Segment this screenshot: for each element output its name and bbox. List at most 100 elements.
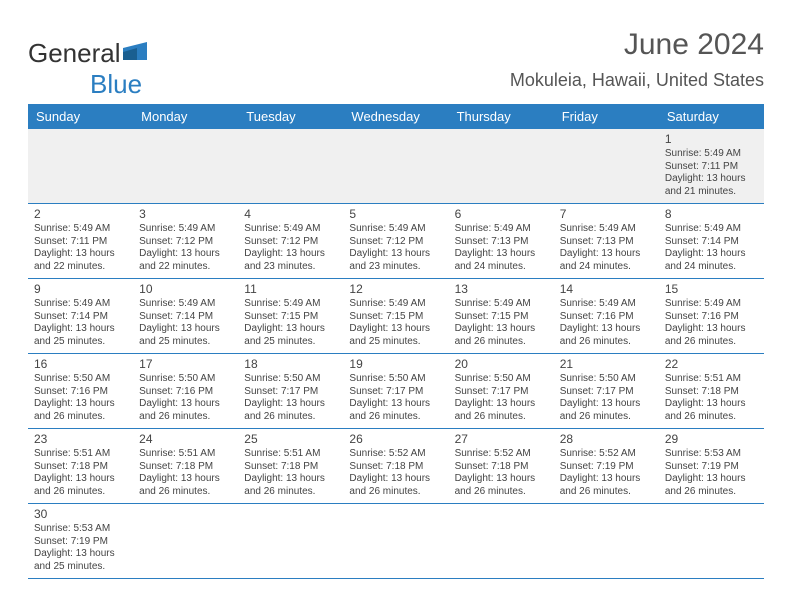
daylight-text: Daylight: 13 hours and 26 minutes.: [349, 473, 442, 498]
calendar-week: 2Sunrise: 5:49 AMSunset: 7:11 PMDaylight…: [28, 204, 764, 279]
calendar-day: 18Sunrise: 5:50 AMSunset: 7:17 PMDayligh…: [238, 354, 343, 429]
day-number: 15: [665, 282, 758, 297]
daylight-text: Daylight: 13 hours and 25 minutes.: [139, 323, 232, 348]
calendar-day-empty: [133, 129, 238, 204]
day-number: 27: [455, 432, 548, 447]
sunset-text: Sunset: 7:12 PM: [349, 236, 442, 249]
sunset-text: Sunset: 7:18 PM: [349, 461, 442, 474]
sunset-text: Sunset: 7:18 PM: [34, 461, 127, 474]
calendar-day: 1Sunrise: 5:49 AMSunset: 7:11 PMDaylight…: [659, 129, 764, 204]
calendar-day: 4Sunrise: 5:49 AMSunset: 7:12 PMDaylight…: [238, 204, 343, 279]
sunrise-text: Sunrise: 5:49 AM: [455, 298, 548, 311]
sunset-text: Sunset: 7:16 PM: [34, 386, 127, 399]
sunrise-text: Sunrise: 5:53 AM: [34, 523, 127, 536]
calendar-day: 5Sunrise: 5:49 AMSunset: 7:12 PMDaylight…: [343, 204, 448, 279]
daylight-text: Daylight: 13 hours and 26 minutes.: [455, 473, 548, 498]
daylight-text: Daylight: 13 hours and 26 minutes.: [665, 398, 758, 423]
calendar-day: 7Sunrise: 5:49 AMSunset: 7:13 PMDaylight…: [554, 204, 659, 279]
calendar-week: 30Sunrise: 5:53 AMSunset: 7:19 PMDayligh…: [28, 504, 764, 579]
sunset-text: Sunset: 7:14 PM: [139, 311, 232, 324]
calendar-day-empty: [659, 504, 764, 579]
sunrise-text: Sunrise: 5:50 AM: [560, 373, 653, 386]
sunset-text: Sunset: 7:13 PM: [560, 236, 653, 249]
calendar-day: 13Sunrise: 5:49 AMSunset: 7:15 PMDayligh…: [449, 279, 554, 354]
sunset-text: Sunset: 7:17 PM: [455, 386, 548, 399]
sunset-text: Sunset: 7:15 PM: [349, 311, 442, 324]
sunset-text: Sunset: 7:19 PM: [665, 461, 758, 474]
daylight-text: Daylight: 13 hours and 25 minutes.: [34, 548, 127, 573]
brand-logo: General Blue: [28, 36, 147, 100]
sunset-text: Sunset: 7:17 PM: [349, 386, 442, 399]
calendar-day: 19Sunrise: 5:50 AMSunset: 7:17 PMDayligh…: [343, 354, 448, 429]
day-number: 26: [349, 432, 442, 447]
calendar-day: 23Sunrise: 5:51 AMSunset: 7:18 PMDayligh…: [28, 429, 133, 504]
calendar-day: 2Sunrise: 5:49 AMSunset: 7:11 PMDaylight…: [28, 204, 133, 279]
day-number: 3: [139, 207, 232, 222]
sunset-text: Sunset: 7:11 PM: [34, 236, 127, 249]
day-number: 25: [244, 432, 337, 447]
daylight-text: Daylight: 13 hours and 26 minutes.: [665, 473, 758, 498]
calendar-day-empty: [133, 504, 238, 579]
day-number: 20: [455, 357, 548, 372]
sunset-text: Sunset: 7:16 PM: [560, 311, 653, 324]
calendar-day: 25Sunrise: 5:51 AMSunset: 7:18 PMDayligh…: [238, 429, 343, 504]
calendar-day: 24Sunrise: 5:51 AMSunset: 7:18 PMDayligh…: [133, 429, 238, 504]
calendar: Sunday Monday Tuesday Wednesday Thursday…: [28, 104, 764, 579]
day-number: 21: [560, 357, 653, 372]
sunset-text: Sunset: 7:19 PM: [560, 461, 653, 474]
calendar-day: 28Sunrise: 5:52 AMSunset: 7:19 PMDayligh…: [554, 429, 659, 504]
day-number: 10: [139, 282, 232, 297]
daylight-text: Daylight: 13 hours and 26 minutes.: [349, 398, 442, 423]
sunrise-text: Sunrise: 5:49 AM: [349, 223, 442, 236]
calendar-day: 16Sunrise: 5:50 AMSunset: 7:16 PMDayligh…: [28, 354, 133, 429]
day-header: Friday: [554, 104, 659, 129]
calendar-day: 3Sunrise: 5:49 AMSunset: 7:12 PMDaylight…: [133, 204, 238, 279]
daylight-text: Daylight: 13 hours and 26 minutes.: [455, 398, 548, 423]
day-number: 16: [34, 357, 127, 372]
day-number: 17: [139, 357, 232, 372]
sunrise-text: Sunrise: 5:49 AM: [139, 223, 232, 236]
sunrise-text: Sunrise: 5:49 AM: [244, 223, 337, 236]
sunrise-text: Sunrise: 5:49 AM: [34, 298, 127, 311]
calendar-day-empty: [343, 504, 448, 579]
calendar-week: 9Sunrise: 5:49 AMSunset: 7:14 PMDaylight…: [28, 279, 764, 354]
calendar-day-empty: [449, 129, 554, 204]
sunrise-text: Sunrise: 5:51 AM: [244, 448, 337, 461]
logo-icon: [123, 36, 147, 67]
calendar-day: 9Sunrise: 5:49 AMSunset: 7:14 PMDaylight…: [28, 279, 133, 354]
daylight-text: Daylight: 13 hours and 26 minutes.: [244, 473, 337, 498]
day-number: 2: [34, 207, 127, 222]
calendar-day: 26Sunrise: 5:52 AMSunset: 7:18 PMDayligh…: [343, 429, 448, 504]
calendar-day: 6Sunrise: 5:49 AMSunset: 7:13 PMDaylight…: [449, 204, 554, 279]
calendar-day: 14Sunrise: 5:49 AMSunset: 7:16 PMDayligh…: [554, 279, 659, 354]
sunrise-text: Sunrise: 5:51 AM: [34, 448, 127, 461]
calendar-day-empty: [28, 129, 133, 204]
day-number: 5: [349, 207, 442, 222]
sunrise-text: Sunrise: 5:49 AM: [244, 298, 337, 311]
day-header: Sunday: [28, 104, 133, 129]
daylight-text: Daylight: 13 hours and 26 minutes.: [455, 323, 548, 348]
day-number: 19: [349, 357, 442, 372]
sunrise-text: Sunrise: 5:51 AM: [665, 373, 758, 386]
sunset-text: Sunset: 7:15 PM: [455, 311, 548, 324]
sunrise-text: Sunrise: 5:49 AM: [455, 223, 548, 236]
daylight-text: Daylight: 13 hours and 26 minutes.: [665, 323, 758, 348]
daylight-text: Daylight: 13 hours and 25 minutes.: [244, 323, 337, 348]
sunset-text: Sunset: 7:18 PM: [455, 461, 548, 474]
calendar-day: 8Sunrise: 5:49 AMSunset: 7:14 PMDaylight…: [659, 204, 764, 279]
calendar-day: 30Sunrise: 5:53 AMSunset: 7:19 PMDayligh…: [28, 504, 133, 579]
sunset-text: Sunset: 7:14 PM: [665, 236, 758, 249]
daylight-text: Daylight: 13 hours and 26 minutes.: [139, 398, 232, 423]
daylight-text: Daylight: 13 hours and 26 minutes.: [560, 323, 653, 348]
sunset-text: Sunset: 7:16 PM: [139, 386, 232, 399]
calendar-day: 22Sunrise: 5:51 AMSunset: 7:18 PMDayligh…: [659, 354, 764, 429]
day-number: 9: [34, 282, 127, 297]
sunrise-text: Sunrise: 5:51 AM: [139, 448, 232, 461]
day-number: 14: [560, 282, 653, 297]
calendar-day: 12Sunrise: 5:49 AMSunset: 7:15 PMDayligh…: [343, 279, 448, 354]
daylight-text: Daylight: 13 hours and 22 minutes.: [139, 248, 232, 273]
daylight-text: Daylight: 13 hours and 24 minutes.: [455, 248, 548, 273]
sunrise-text: Sunrise: 5:49 AM: [34, 223, 127, 236]
sunset-text: Sunset: 7:19 PM: [34, 536, 127, 549]
brand-part1: General: [28, 38, 121, 68]
